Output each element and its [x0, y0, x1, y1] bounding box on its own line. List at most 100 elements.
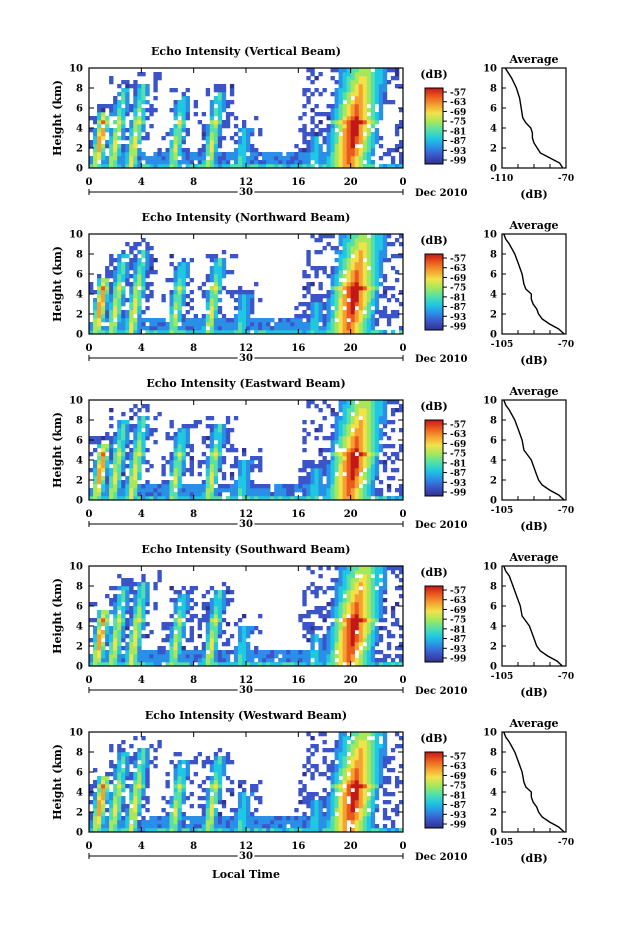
heatmap-cell	[342, 132, 347, 137]
heatmap-cell	[254, 820, 259, 825]
heatmap-cell	[141, 416, 146, 421]
heatmap-cell	[370, 444, 376, 449]
heatmap-cell	[97, 792, 102, 797]
heatmap-cell	[302, 136, 307, 141]
heatmap-cell	[89, 440, 94, 445]
heatmap-cell	[181, 456, 186, 461]
heatmap-cell	[382, 246, 388, 251]
heatmap-cell	[109, 598, 114, 603]
heatmap-cell	[358, 88, 364, 93]
heatmap-cell	[157, 152, 162, 157]
heatmap-cell	[366, 574, 372, 579]
heatmap-cell	[145, 432, 150, 437]
heatmap-cell	[213, 84, 219, 89]
heatmap-cell	[374, 136, 380, 141]
heatmap-cell	[161, 808, 166, 813]
heatmap-cell	[193, 772, 198, 777]
heatmap-cell	[286, 662, 291, 667]
heatmap-cell	[93, 298, 98, 303]
heatmap-cell	[278, 156, 283, 161]
heatmap-cell	[177, 764, 182, 769]
average-profile-line	[503, 233, 565, 335]
heatmap-cell	[217, 156, 223, 161]
heatmap-cell	[133, 124, 138, 129]
heatmap-cell	[217, 140, 223, 145]
heatmap-cell	[193, 112, 198, 117]
heatmap-cell	[382, 578, 388, 583]
heatmap-cell	[354, 626, 360, 631]
heatmap-cell	[109, 476, 114, 481]
heatmap-cell	[109, 286, 114, 291]
heatmap-cell	[370, 654, 376, 659]
heatmap-cell	[338, 484, 343, 489]
date-month: Dec 2010	[415, 686, 467, 697]
heatmap-cell	[334, 120, 339, 125]
heatmap-cell	[302, 800, 307, 805]
heatmap-cell	[302, 476, 307, 481]
heatmap-cell	[93, 630, 98, 635]
heatmap-cell	[193, 824, 198, 829]
heatmap-cell	[366, 330, 372, 335]
heatmap-cell	[97, 630, 102, 635]
heatmap-cell	[133, 100, 138, 105]
heatmap-cell	[121, 120, 126, 125]
heatmap-cell	[346, 104, 351, 109]
heatmap-cell	[133, 784, 138, 789]
heatmap-cell	[370, 274, 376, 279]
heatmap-cell	[97, 436, 102, 441]
heatmap-cell	[246, 164, 251, 169]
heatmap-cell	[213, 468, 219, 473]
heatmap-cell	[258, 318, 263, 323]
heatmap-cell	[358, 480, 364, 485]
heatmap-cell	[350, 124, 355, 129]
heatmap-cell	[113, 638, 118, 643]
heatmap-cell	[109, 148, 114, 153]
x-tick-label: 0	[86, 177, 93, 188]
heatmap-cell	[113, 654, 118, 659]
heatmap-cell	[109, 424, 114, 429]
y-tick-label: 8	[76, 582, 83, 593]
heatmap-cell	[177, 824, 182, 829]
heatmap-cell	[237, 326, 243, 331]
x-tick-label: 0	[400, 343, 407, 354]
heatmap-cell	[241, 464, 247, 469]
heatmap-cell	[354, 92, 360, 97]
heatmap-cell	[258, 496, 263, 501]
heatmap-cell	[205, 290, 211, 295]
heatmap-cell	[294, 160, 299, 165]
heatmap-cell	[173, 804, 178, 809]
heatmap-cell	[145, 824, 150, 829]
heatmap-cell	[370, 630, 376, 635]
heatmap-cell	[205, 496, 211, 501]
y-tick-label: 0	[76, 164, 83, 175]
panel-title: Echo Intensity (Westward Beam)	[145, 709, 347, 722]
heatmap-cell	[181, 598, 186, 603]
heatmap-cell	[125, 606, 130, 611]
heatmap-cell	[209, 456, 215, 461]
heatmap-cell	[366, 452, 372, 457]
heatmap-cell	[213, 630, 219, 635]
heatmap-cell	[197, 634, 203, 639]
heatmap-cell	[113, 310, 118, 315]
heatmap-cell	[93, 302, 98, 307]
heatmap-cell	[205, 602, 211, 607]
heatmap-cell	[109, 258, 114, 263]
heatmap-cell	[113, 140, 118, 145]
heatmap-cell	[374, 68, 380, 73]
heatmap-cell	[314, 318, 319, 323]
heatmap-cell	[205, 314, 211, 319]
heatmap-cell	[125, 242, 130, 247]
heatmap-cell	[145, 274, 150, 279]
heatmap-cell	[398, 152, 404, 157]
heatmap-cell	[217, 290, 223, 295]
heatmap-cell	[302, 784, 307, 789]
heatmap-cell	[189, 472, 194, 477]
heatmap-cell	[121, 322, 126, 327]
heatmap-cell	[370, 136, 376, 141]
heatmap-cell	[346, 654, 351, 659]
heatmap-cell	[97, 456, 102, 461]
heatmap-cell	[201, 614, 207, 619]
heatmap-cell	[362, 496, 368, 501]
heatmap-cell	[237, 330, 243, 335]
heatmap-cell	[145, 780, 150, 785]
